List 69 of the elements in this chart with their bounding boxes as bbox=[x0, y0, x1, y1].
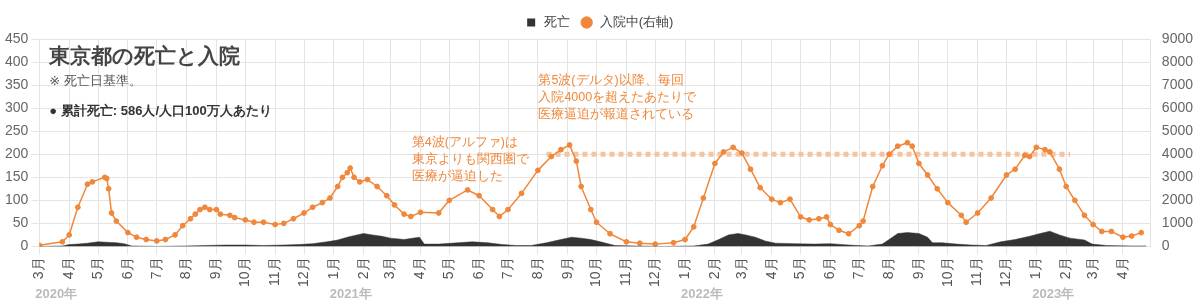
x-tick-label: 2月 bbox=[1057, 257, 1074, 280]
y2-tick-label: 9000 bbox=[1161, 29, 1194, 46]
annotation: 第5波(デルタ)以降、毎回入院4000を超えたあたりで医療逼迫が報道されている bbox=[538, 72, 698, 121]
x-tick-label: 3月 bbox=[30, 257, 47, 280]
text: 2021年 bbox=[329, 286, 372, 302]
y-tick-label: 400 bbox=[5, 52, 29, 69]
x-tick-label: 6月 bbox=[470, 257, 486, 280]
y2-tick-label: 7000 bbox=[1161, 75, 1194, 92]
legend-label: 入院中(右軸) bbox=[599, 14, 674, 30]
x-tick-label: 1月 bbox=[675, 257, 692, 280]
x-tick-label: 7月 bbox=[147, 257, 164, 280]
y-tick-label: 450 bbox=[5, 29, 29, 46]
x-tick-label: 9月 bbox=[558, 257, 575, 280]
x-tick-label: 11月 bbox=[617, 257, 634, 286]
x-tick-label: 10月 bbox=[587, 257, 604, 288]
x-tick-label: 10月 bbox=[938, 257, 955, 288]
x-tick-label: 12月 bbox=[294, 257, 311, 288]
y2-tick-label: 2000 bbox=[1161, 191, 1194, 208]
text: 2020年 bbox=[35, 286, 78, 302]
y2-tick-label: 0 bbox=[1161, 237, 1170, 254]
legend-label: 死亡 bbox=[544, 14, 571, 30]
x-tick-label: 3月 bbox=[1083, 257, 1100, 280]
x-tick-label: 12月 bbox=[997, 257, 1014, 288]
y-tick-label: 0 bbox=[20, 237, 29, 254]
x-tick-label: 9月 bbox=[207, 257, 224, 280]
x-tick-label: 5月 bbox=[791, 257, 808, 280]
text: 2022年 bbox=[681, 286, 724, 302]
x-tick-label: 1月 bbox=[1027, 257, 1044, 280]
annotation: ● 累計死亡: 586人/人口100万人あたり bbox=[49, 103, 272, 119]
x-tick-label: 10月 bbox=[236, 257, 253, 288]
x-tick-label: 1月 bbox=[324, 257, 341, 280]
y-tick-label: 350 bbox=[5, 75, 29, 92]
y2-tick-label: 8000 bbox=[1161, 52, 1194, 69]
x-tick-label: 9月 bbox=[909, 257, 926, 280]
x-tick-label: 4月 bbox=[411, 257, 428, 280]
y-tick-label: 50 bbox=[12, 214, 29, 231]
annotation: 第4波(アルファ)は東京よりも関西圏で医療が逼迫した bbox=[411, 135, 530, 184]
x-tick-label: 7月 bbox=[498, 257, 515, 280]
text: ※ 死亡日基準。 bbox=[49, 73, 142, 89]
y2-tick-label: 1000 bbox=[1161, 214, 1194, 231]
y2-tick-label: 5000 bbox=[1161, 122, 1194, 139]
y2-tick-label: 3000 bbox=[1161, 168, 1194, 185]
x-tick-label: 4月 bbox=[60, 257, 77, 280]
x-tick-label: 4月 bbox=[1113, 257, 1130, 280]
y-tick-label: 300 bbox=[5, 99, 29, 115]
x-tick-label: 8月 bbox=[177, 257, 194, 280]
y-tick-label: 150 bbox=[5, 168, 29, 185]
x-tick-label: 3月 bbox=[381, 257, 398, 280]
y-tick-label: 200 bbox=[5, 145, 29, 162]
x-tick-label: 11月 bbox=[265, 257, 282, 286]
x-tick-label: 4月 bbox=[762, 257, 779, 280]
x-tick-label: 5月 bbox=[88, 257, 105, 280]
y2-tick-label: 4000 bbox=[1161, 145, 1194, 162]
x-tick-label: 2月 bbox=[705, 257, 722, 280]
x-tick-label: 7月 bbox=[850, 257, 867, 280]
y-tick-label: 250 bbox=[5, 122, 29, 139]
text: 2023年 bbox=[1032, 286, 1075, 302]
x-tick-label: 11月 bbox=[968, 257, 985, 286]
x-tick-label: 8月 bbox=[879, 257, 896, 280]
x-tick-label: 12月 bbox=[646, 257, 663, 288]
y2-tick-label: 6000 bbox=[1161, 99, 1194, 115]
x-tick-label: 6月 bbox=[118, 257, 135, 280]
x-tick-label: 3月 bbox=[732, 257, 749, 280]
x-tick-label: 8月 bbox=[528, 257, 545, 280]
x-tick-label: 2月 bbox=[354, 257, 371, 280]
x-tick-label: 5月 bbox=[440, 257, 457, 280]
y-tick-label: 100 bbox=[5, 191, 29, 208]
x-tick-label: 6月 bbox=[821, 257, 838, 280]
chart-title: 東京都の死亡と入院 bbox=[48, 44, 241, 68]
